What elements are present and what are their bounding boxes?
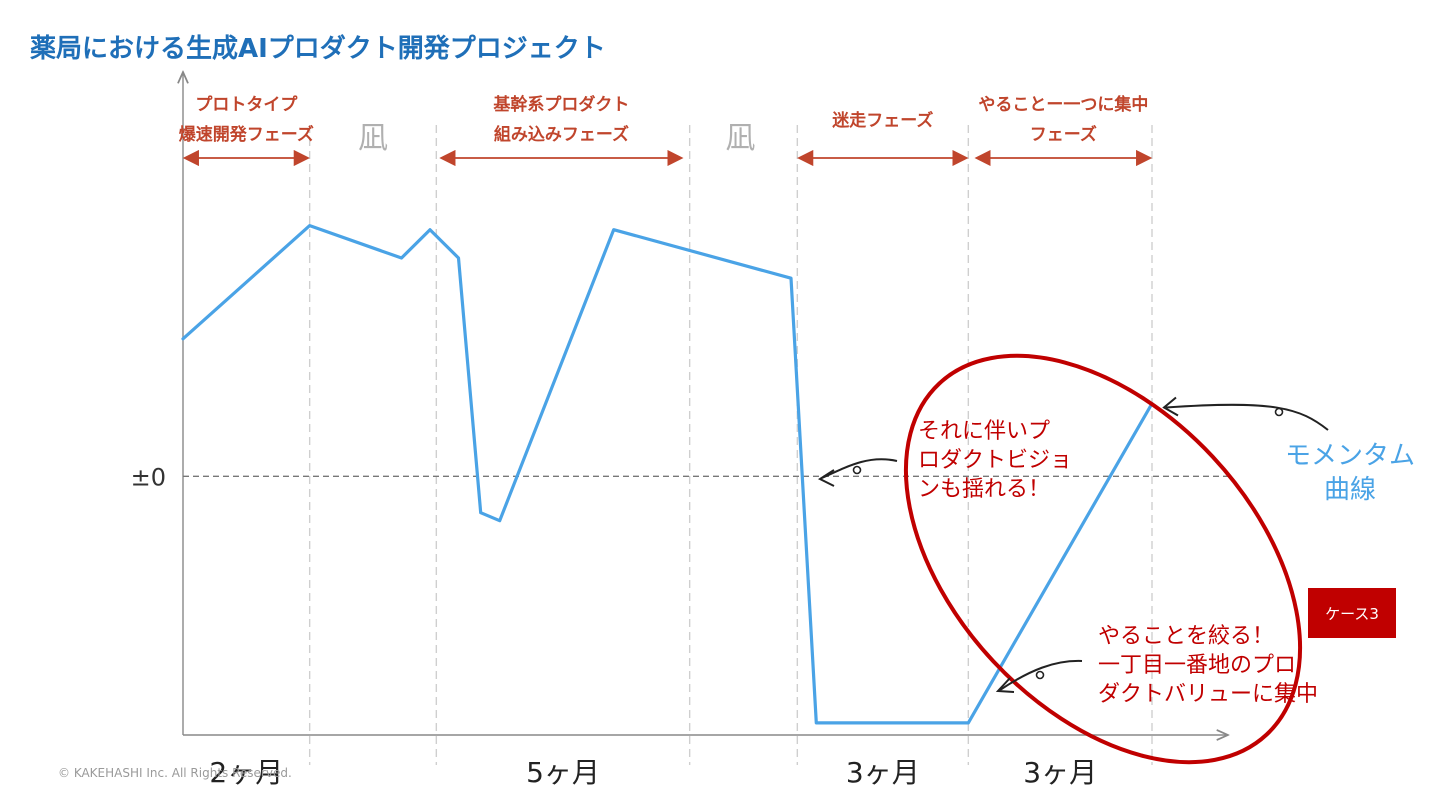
- pointer-loop: [1274, 407, 1284, 417]
- curve-label-pointer: [1165, 403, 1329, 431]
- phase-label: フェーズ: [1030, 124, 1097, 145]
- focus-ellipse: [903, 353, 1303, 765]
- annotation-pointer-head: [995, 677, 1015, 693]
- annotation-pointer: [999, 659, 1083, 691]
- phase-label: 組み込みフェーズ: [494, 124, 629, 145]
- annotation-pointer: [821, 458, 898, 479]
- phase-label: 爆速開発フェーズ: [179, 124, 314, 145]
- annotation-focus: 一丁目一番地のプロ: [1098, 653, 1296, 678]
- curve-label: 曲線: [1324, 475, 1376, 505]
- page-title: 薬局における生成AIプロダクト開発プロジェクト: [30, 34, 606, 64]
- curve-label-pointer-head: [1162, 396, 1179, 417]
- duration-label: 5ヶ月: [526, 756, 600, 789]
- pointer-loop: [1035, 670, 1045, 680]
- duration-label: 3ヶ月: [1023, 756, 1097, 789]
- annotation-vision: ロダクトビジョ: [918, 448, 1072, 473]
- calm-mark: 凪: [358, 121, 388, 156]
- duration-label: 2ヶ月: [209, 756, 283, 789]
- copyright-footer: © KAKEHASHI Inc. All Rights Reserved.: [58, 766, 292, 780]
- case-badge: ケース3: [1308, 588, 1396, 638]
- annotation-focus: やることを絞る！: [1098, 624, 1274, 649]
- annotation-focus: ダクトバリューに集中: [1098, 682, 1318, 707]
- annotation-pointer-head: [817, 469, 835, 487]
- pointer-loop: [852, 465, 862, 475]
- annotation-vision: それに伴いプ: [918, 419, 1050, 444]
- phase-label: プロトタイプ: [195, 94, 298, 115]
- phase-label: 基幹系プロダクト: [492, 94, 629, 115]
- momentum-curve-line: [181, 224, 1154, 725]
- annotation-vision: ンも揺れる！: [918, 477, 1050, 502]
- zero-label: ±0: [131, 463, 166, 491]
- curve-label: モメンタム: [1285, 441, 1415, 471]
- phase-label: やることー一つに集中: [978, 94, 1148, 115]
- duration-label: 3ヶ月: [846, 756, 920, 789]
- phase-label: 迷走フェーズ: [831, 110, 933, 131]
- calm-mark: 凪: [725, 121, 755, 156]
